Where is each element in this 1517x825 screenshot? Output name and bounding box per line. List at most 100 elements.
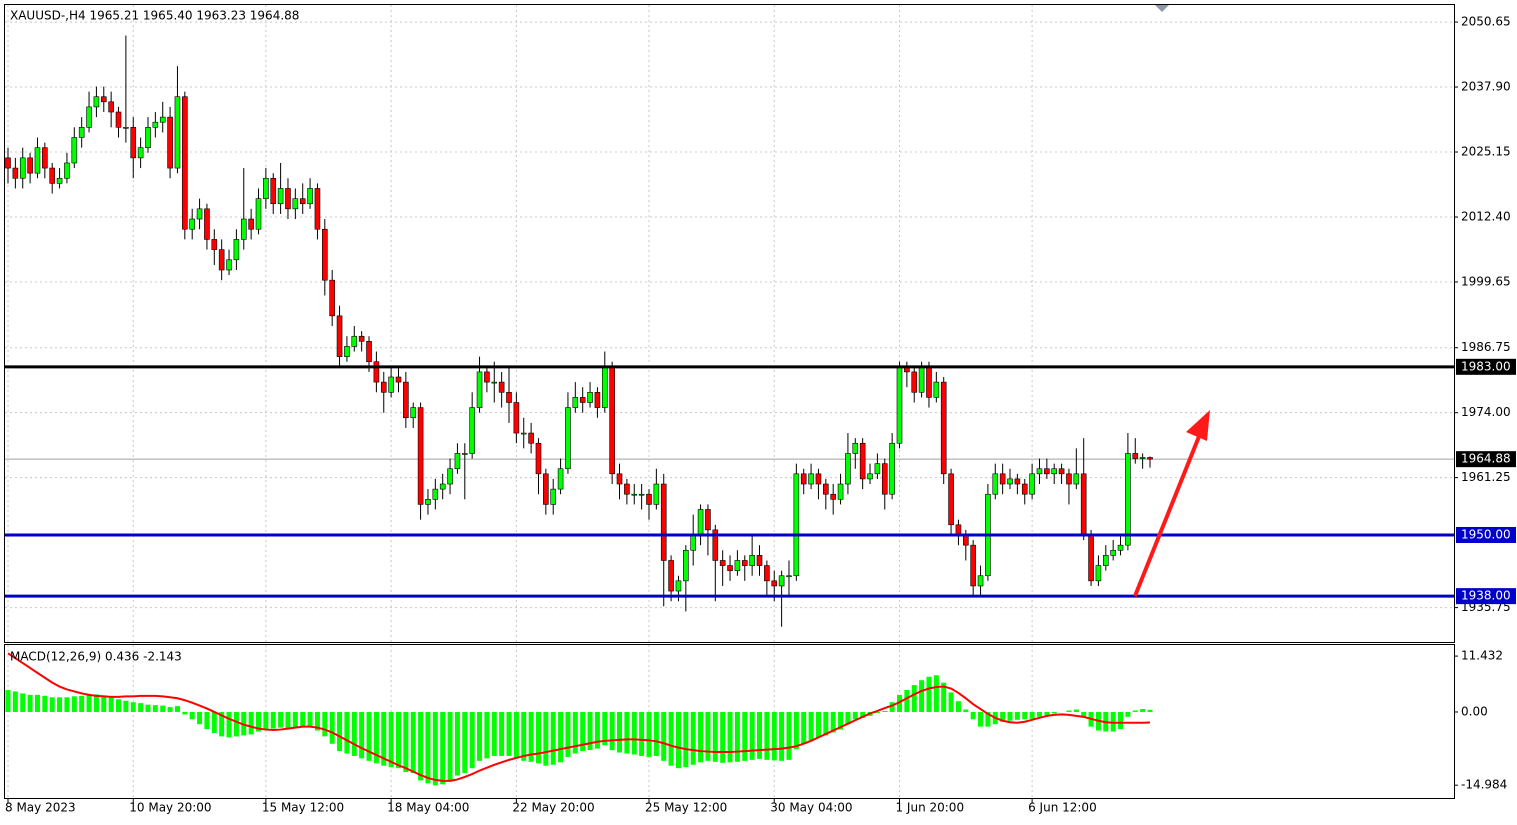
macd-bar (145, 704, 151, 712)
macd-bar (300, 711, 306, 728)
candle-body (646, 493, 652, 505)
macd-bar (661, 711, 667, 761)
candle-body (137, 147, 144, 159)
macd-bar (513, 711, 519, 759)
x-tick-label: 25 May 12:00 (645, 801, 727, 815)
candle-body (115, 111, 122, 128)
x-tick-label: 10 May 20:00 (129, 801, 211, 815)
candle-body (940, 381, 947, 475)
macd-bar (926, 676, 932, 712)
macd-bar (911, 685, 917, 712)
candle-body (410, 407, 417, 419)
candle-body (56, 177, 63, 184)
candle-body (1088, 534, 1094, 582)
candle-body (793, 473, 800, 577)
candle-body (535, 442, 542, 475)
candle-body (800, 473, 807, 485)
macd-bar (373, 711, 379, 764)
arrow-shaft (1133, 433, 1202, 597)
macd-bar (830, 711, 836, 733)
candle-body (336, 315, 343, 357)
candle-body (926, 366, 932, 398)
candle-body (1036, 468, 1043, 475)
candle-body (1095, 565, 1102, 582)
macd-bar (653, 711, 659, 756)
candle-body (992, 473, 999, 495)
candle-body (314, 188, 321, 230)
candle-body (64, 162, 70, 179)
macd-bar (978, 711, 984, 727)
candle-body (93, 96, 100, 108)
candle-body (491, 381, 498, 384)
macd-bar (395, 711, 401, 769)
candle-body (130, 127, 137, 159)
candle-body (1080, 473, 1087, 536)
candle-body (469, 407, 475, 454)
macd-bar (1022, 711, 1028, 720)
candle-body (609, 366, 615, 475)
macd-bar (845, 711, 851, 725)
macd-bar (808, 711, 814, 741)
macd-bar (1000, 711, 1006, 722)
macd-bar (860, 711, 866, 718)
macd-bar (123, 700, 129, 712)
macd-bar (602, 711, 608, 746)
macd-bar (484, 711, 490, 759)
candle-body (852, 442, 859, 454)
candle-body (749, 555, 755, 566)
macd-bar (941, 682, 947, 712)
candle-body (845, 453, 851, 485)
macd-bar (278, 711, 284, 728)
candle-body (690, 534, 697, 551)
x-tick-label: 18 May 04:00 (387, 801, 469, 815)
macd-bar (440, 711, 446, 785)
candle-body (167, 116, 173, 169)
macd-bar (42, 695, 48, 712)
x-tick-label: 1 Jun 20:00 (895, 801, 964, 815)
macd-bar (174, 706, 180, 712)
macd-bar (535, 711, 541, 764)
macd-bar (550, 711, 556, 765)
macd-bar (904, 689, 910, 712)
macd-bar (344, 711, 350, 754)
macd-bar (757, 711, 763, 759)
macd-bar (521, 711, 527, 761)
candle-body (683, 549, 689, 582)
macd-bar (1132, 710, 1138, 712)
candle-body (1007, 478, 1013, 485)
macd-bar (108, 697, 114, 712)
current-price-box (1456, 451, 1516, 468)
macd-bar (690, 711, 696, 765)
candle-body (226, 259, 232, 271)
candle-body (675, 580, 682, 592)
macd-bar (285, 711, 291, 729)
macd-bar (197, 711, 203, 725)
arrow-head (1186, 410, 1210, 441)
candle-body (823, 483, 829, 495)
macd-bar (57, 697, 63, 712)
macd-bar (1081, 711, 1087, 717)
macd-bar (27, 694, 33, 712)
candle-body (1073, 473, 1080, 485)
x-tick-label: 22 May 20:00 (512, 801, 594, 815)
macd-bar (698, 711, 704, 763)
macd-bar (882, 710, 888, 712)
macd-bar (138, 703, 144, 712)
candle-body (506, 391, 512, 403)
candle-body (34, 147, 41, 174)
candle-body (764, 565, 770, 582)
candle-body (933, 381, 940, 398)
candle-body (859, 442, 866, 480)
macd-bar (491, 711, 497, 756)
candle-body (1147, 457, 1153, 460)
candle-body (837, 483, 844, 500)
macd-bar (322, 711, 328, 737)
candle-body (771, 580, 778, 587)
y-tick-label: 1974.00 (1461, 405, 1511, 419)
candle-body (484, 371, 490, 383)
candle-body (439, 483, 446, 490)
candle-body (270, 177, 277, 205)
macd-bar (270, 711, 276, 729)
candle-body (196, 208, 203, 220)
candle-body (447, 468, 453, 485)
